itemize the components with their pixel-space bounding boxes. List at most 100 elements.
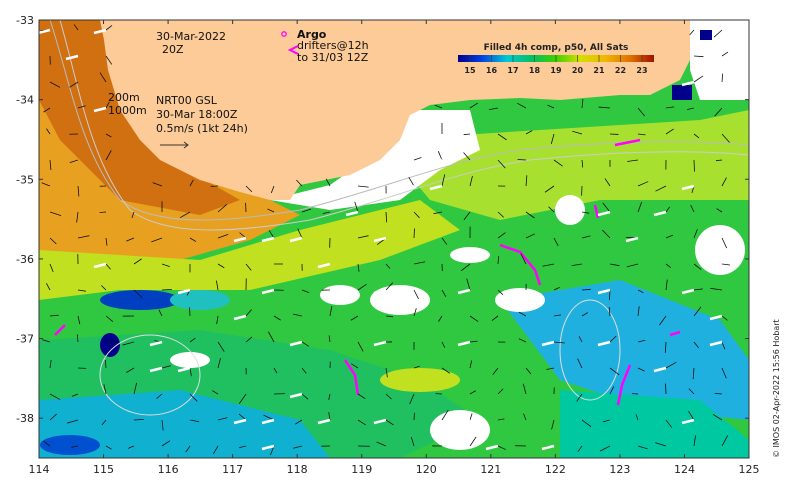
current-vector (49, 359, 52, 369)
current-vector (581, 159, 584, 168)
current-vector (525, 233, 536, 239)
wind-vector (373, 340, 387, 347)
current-vector (553, 314, 562, 317)
x-tick-label: 118 (287, 463, 308, 476)
current-vector (385, 367, 388, 378)
current-vectors (39, 24, 731, 456)
current-vector (581, 99, 584, 109)
current-vector (721, 315, 728, 321)
x-tick-label: 114 (29, 463, 50, 476)
current-vector (665, 419, 673, 428)
current-vector (77, 315, 81, 325)
current-vector (267, 331, 275, 343)
current-vector (655, 185, 667, 192)
current-vector (385, 419, 394, 426)
current-vector (693, 435, 696, 447)
current-vector (296, 179, 303, 187)
current-vector (441, 174, 446, 187)
drifters-label: drifters@12h (297, 39, 369, 52)
current-vector (385, 211, 388, 223)
scale-arrow (160, 141, 189, 149)
current-vector (463, 133, 471, 136)
current-vector (43, 440, 51, 447)
current-vector (469, 340, 478, 343)
wind-vector (149, 340, 163, 347)
current-vector (721, 367, 727, 379)
current-vector (43, 107, 51, 113)
current-vector (49, 393, 61, 400)
current-vector (268, 230, 275, 239)
current-vector (297, 228, 303, 239)
current-vector (292, 313, 303, 317)
current-vector (161, 365, 171, 369)
current-vector (469, 175, 473, 187)
current-vector (693, 263, 702, 270)
current-vector (133, 418, 144, 421)
current-vector (385, 263, 391, 269)
wind-vector (93, 262, 107, 269)
current-vector (357, 341, 364, 352)
current-vector (602, 202, 611, 213)
current-vector (49, 263, 54, 273)
current-vector (576, 393, 583, 402)
colorbar-tick-label: 16 (486, 66, 498, 75)
current-vector (105, 445, 112, 450)
current-vector (441, 341, 446, 348)
current-vector (609, 263, 620, 267)
current-vector (99, 72, 107, 83)
current-vector (328, 335, 331, 343)
current-vector (127, 445, 135, 449)
wind-vector (39, 28, 51, 35)
current-vector (520, 253, 527, 265)
current-vector (69, 159, 79, 164)
current-vector (693, 133, 700, 139)
current-vector (692, 367, 695, 380)
wind-vector (65, 54, 79, 61)
current-vector (350, 363, 359, 369)
current-vector (161, 263, 170, 268)
current-vector (721, 133, 730, 143)
current-vector (637, 107, 646, 117)
current-vector (211, 390, 219, 395)
current-vector (581, 312, 588, 317)
wind-vector (541, 444, 555, 451)
date-label: 30-Mar-2022 (156, 30, 226, 43)
current-vector (721, 73, 724, 83)
current-vector (434, 104, 443, 109)
current-vector (721, 237, 728, 249)
wind-vector (681, 80, 695, 87)
current-vector (301, 341, 310, 347)
current-vector (693, 55, 704, 58)
current-vector (105, 55, 113, 65)
current-vector (189, 419, 200, 423)
current-vector (599, 445, 611, 452)
wind-vector (177, 366, 191, 373)
current-vector (688, 410, 695, 421)
wind-vector (233, 314, 247, 321)
current-vector (665, 279, 668, 291)
current-vector (716, 208, 723, 213)
colorbar-ticks: 15 16 17 18 19 20 21 22 23 (464, 55, 648, 75)
current-vector (385, 393, 392, 400)
current-vector (217, 204, 228, 213)
argo-icon (281, 31, 287, 37)
colorbar-tick-label: 21 (593, 66, 605, 75)
current-vector (133, 258, 142, 265)
wind-vector (261, 444, 275, 451)
current-vector (609, 335, 617, 343)
current-vector (105, 315, 114, 322)
current-vector (637, 339, 646, 343)
current-vector (216, 315, 219, 325)
current-vector (238, 413, 247, 421)
current-vector (158, 309, 163, 317)
current-vector (413, 157, 422, 161)
current-vector (609, 289, 611, 301)
wind-vector (429, 158, 443, 165)
current-vector (542, 263, 555, 267)
current-vector (522, 383, 527, 395)
current-vector (602, 229, 611, 239)
current-vector (131, 211, 135, 218)
current-vector (245, 336, 253, 343)
drifter-track (616, 364, 632, 406)
current-vector (49, 159, 52, 171)
